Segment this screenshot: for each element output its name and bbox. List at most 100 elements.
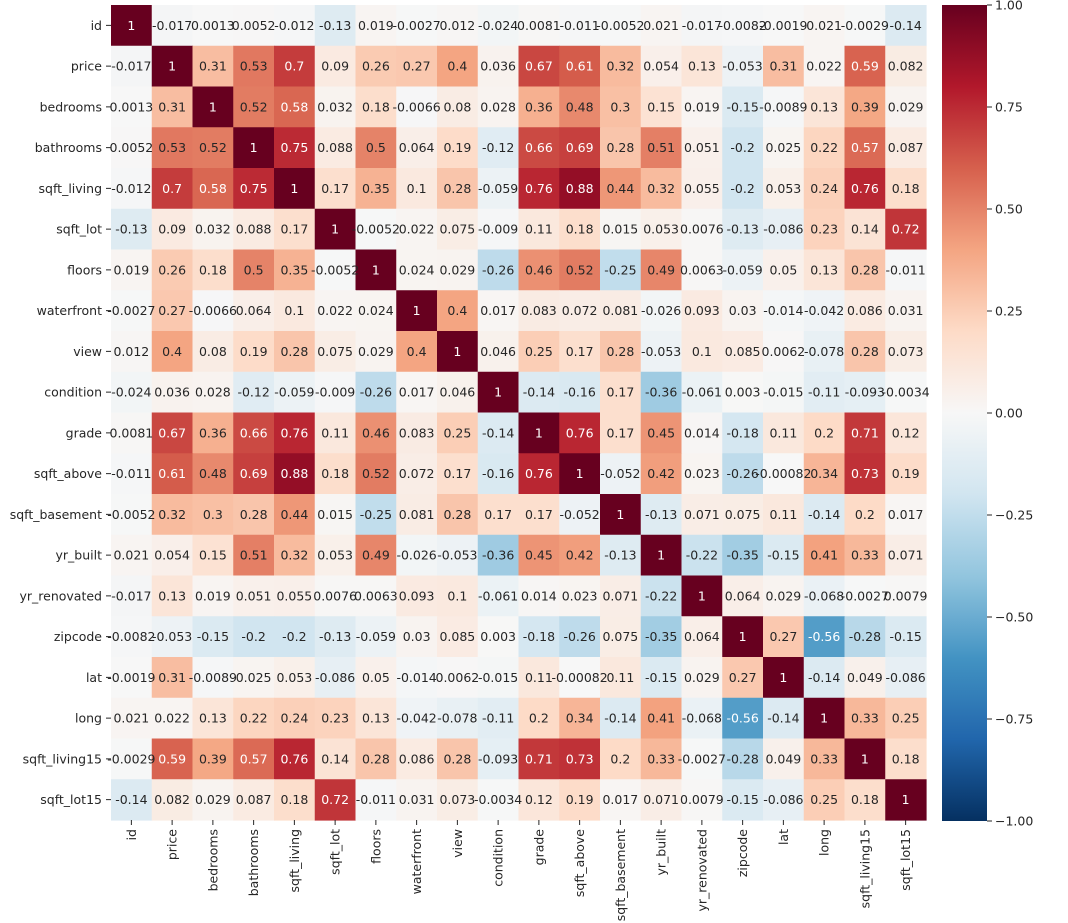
heatmap-cell [844,738,886,780]
heatmap-cell [763,738,805,780]
cell-annotation: 0.019 [113,262,149,277]
cell-annotation: 0.083 [399,425,435,440]
heatmap-cell [640,5,683,47]
y-tick-label: yr_built [56,548,103,563]
cell-annotation: -0.2 [730,140,754,155]
heatmap-cell [518,494,560,536]
heatmap-cell [763,208,805,251]
heatmap-cell [192,127,234,169]
cell-annotation: 0.014 [684,425,720,440]
heatmap-cell [681,127,723,169]
cell-annotation: 0.52 [566,262,594,277]
cell-annotation: -0.16 [482,466,514,481]
heatmap-cell [763,86,805,128]
heatmap-cell [192,412,234,454]
cell-annotation: 0.13 [199,711,227,726]
heatmap-cell [355,331,397,373]
heatmap-cell [477,86,520,128]
cell-annotation: -0.00082 [755,466,811,481]
cell-annotation: 0.18 [280,792,308,807]
cell-annotation: -0.026 [641,303,681,318]
cell-annotation: 0.2 [610,751,630,766]
cell-annotation: 0.13 [688,59,716,74]
cell-annotation: 0.76 [525,181,553,196]
cell-annotation: -0.024 [111,385,151,400]
cell-annotation: 0.17 [566,344,594,359]
heatmap-cell [274,738,316,780]
y-tick-label: sqft_basement [10,507,102,522]
cell-annotation: 0.41 [647,711,675,726]
heatmap-cell [518,127,560,169]
cell-annotation: 0.093 [399,588,435,603]
colorbar-tick-label: −0.25 [995,508,1033,523]
heatmap-cell [437,249,479,291]
heatmap-cell [437,575,479,617]
cell-annotation: 0.082 [154,792,190,807]
cell-annotation: 0.32 [280,548,308,563]
cell-annotation: 0.52 [240,99,268,114]
heatmap-cell [803,208,846,251]
heatmap-cell [314,534,357,577]
heatmap-cell [477,127,520,169]
cell-annotation: 0.28 [606,344,634,359]
cell-annotation: 0.35 [362,181,390,196]
cell-annotation: 0.064 [684,629,720,644]
heatmap-cell [151,412,194,454]
cell-annotation: 0.015 [317,507,353,522]
heatmap-cell [192,534,234,577]
cell-annotation: 0.029 [439,262,475,277]
heatmap-cell [600,331,642,373]
heatmap-cell [559,249,601,291]
x-tick-label: zipcode [735,829,750,877]
cell-annotation: -0.56 [726,711,758,726]
heatmap-cell [640,290,683,332]
cell-annotation: -0.042 [396,711,436,726]
cell-annotation: 1 [127,18,135,33]
cell-annotation: 0.76 [525,466,553,481]
cell-annotation: -0.053 [722,59,762,74]
cell-annotation: 0.28 [443,751,471,766]
colorbar-tick-label: 0.00 [995,406,1023,421]
cell-annotation: -0.053 [641,344,681,359]
heatmap-cell [559,738,601,780]
heatmap-cell [844,412,886,454]
heatmap-cell [396,657,438,699]
cell-annotation: 1 [331,222,339,237]
cell-annotation: -0.25 [360,507,392,522]
cell-annotation: 0.76 [566,425,594,440]
heatmap-cell [437,127,479,169]
heatmap-cell [640,168,683,210]
cell-annotation: -0.014 [396,670,436,685]
cell-annotation: 0.0062 [436,670,480,685]
cell-annotation: 0.081 [602,303,638,318]
heatmap-cell [396,5,438,47]
cell-annotation: 0.69 [240,466,268,481]
cell-annotation: 0.0052 [110,140,154,155]
heatmap-cell [844,779,886,821]
heatmap-cell [763,494,805,536]
cell-annotation: 0.61 [566,59,594,74]
heatmap-cell [192,86,234,128]
cell-annotation: -0.15 [726,99,758,114]
heatmap-cell [803,412,846,454]
heatmap-cell [885,371,927,414]
cell-annotation: 0.17 [606,425,634,440]
cell-annotation: 0.024 [358,303,394,318]
heatmap-cell [722,45,764,88]
cell-annotation: 0.028 [480,99,516,114]
cell-annotation: 0.76 [280,425,308,440]
heatmap-cell [355,371,397,414]
heatmap-cell [437,453,479,495]
cell-annotation: 0.0013 [110,99,154,114]
heatmap-cell [233,779,275,821]
heatmap-cell [885,534,927,577]
y-tick-label: zipcode [54,629,102,644]
cell-annotation: 0.053 [643,222,679,237]
heatmap-cell [559,616,601,658]
heatmap-cell [600,127,642,169]
heatmap-cell [640,412,683,454]
x-tick-label: sqft_lot [328,829,343,875]
heatmap-cell [722,738,764,780]
heatmap-cell [355,412,397,454]
